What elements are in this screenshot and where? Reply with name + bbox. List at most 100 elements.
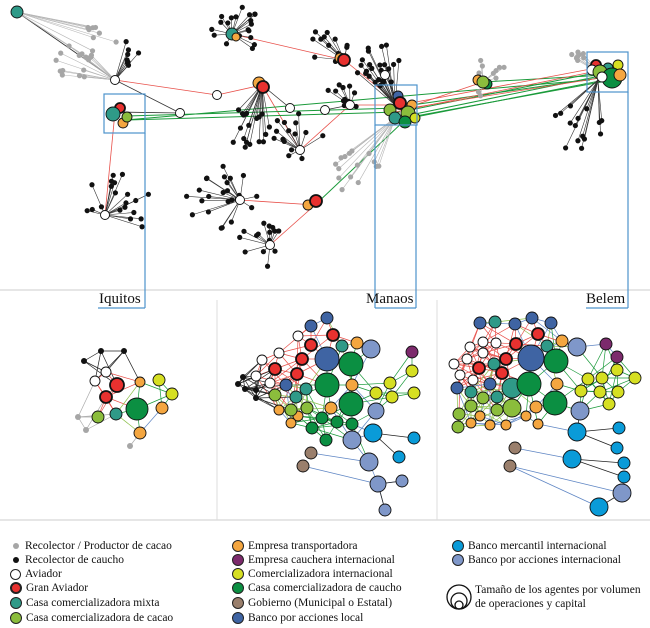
node-recolector-cacao [477,93,484,99]
node-recolector-cacao [90,35,96,41]
node-recolector-caucho [228,219,234,225]
node-recolector-caucho [354,70,361,76]
node-casa-mixta [335,339,349,353]
edge-fan [565,79,599,149]
node-casa-cacao [268,388,282,402]
node-gran-aviador [304,338,318,352]
node-empresa-transportadora [500,419,512,431]
node-recolector-caucho [218,19,224,25]
node-comercializadora [385,390,399,404]
node-banco-internacional [395,474,409,488]
edge [314,119,406,206]
lightblue-circle-icon [452,554,464,566]
node-comercializadora [405,364,419,378]
node-recolector-caucho [386,66,392,72]
node-recolector-caucho [98,348,104,354]
edge-bank [514,447,573,460]
node-recolector-cacao [490,70,496,76]
node-recolector-caucho [567,103,574,109]
node-recolector-caucho [366,73,372,79]
node-banco-internacional [342,430,362,450]
node-recolector-caucho [81,358,87,364]
node-empresa-transportadora [273,404,285,416]
node-comercializadora [369,386,383,400]
node-recolector-cacao [493,75,499,81]
node-recolector-caucho [575,138,581,144]
node-banco-local [544,316,558,330]
edge-fan [338,117,396,179]
node-recolector-caucho [340,84,346,91]
node-casa-mixta [289,390,303,404]
node-recolector-caucho [572,122,578,129]
node-gobierno [508,441,522,455]
node-recolector-caucho [325,87,331,93]
edge [124,79,591,121]
node-recolector-caucho [256,114,262,120]
lightgreen-circle-icon [10,612,22,624]
node-recolector-caucho [206,193,212,200]
edge-fan [62,70,116,81]
node-banco-mercantil [589,497,609,517]
node-aviador [175,108,185,118]
panel-dividers [0,289,650,521]
teal-circle-icon [10,597,22,609]
black-dot-icon [13,557,19,563]
node-casa-caucho [319,433,333,447]
node-banco-mercantil [392,450,406,464]
node-recolector-cacao [86,27,92,33]
edge-fan [246,84,263,143]
node-casa-mixta [109,407,123,421]
node-recolector-caucho [230,139,236,145]
node-recolector-caucho [125,62,132,68]
node-recolector-caucho [288,147,295,153]
node-aviador [320,105,330,115]
node-recolector-caucho [127,216,134,222]
node-recolector-caucho [266,124,272,130]
node-comercializadora [602,397,616,411]
edge-fan [221,199,241,229]
node-recolector-cacao [113,39,119,45]
node-recolector-caucho [292,131,298,137]
node-casa-caucho [315,411,329,425]
gray-dot-icon [13,543,19,549]
node-recolector-caucho [242,249,248,255]
size-scale-label: Tamaño de los agentes por volumen de ope… [475,583,641,611]
node-comercializadora [593,385,607,399]
edge-belem [587,343,607,380]
node-empresa-transportadora [133,426,147,440]
node-recolector-cacao [81,74,87,80]
node-banco-mercantil [363,423,383,443]
blue-circle-icon [232,612,244,624]
node-recolector-cacao [58,50,64,56]
node-aviador [256,354,268,366]
edge-fan [104,194,128,216]
node-aviador [477,336,489,348]
node-recolector-cacao [66,43,72,49]
node-banco-internacional [567,337,587,357]
node-empresa-transportadora [520,410,532,422]
legend-label: Casa comercializadora de cacao [26,612,174,624]
node-recolector-caucho [299,155,305,162]
node-recolector-caucho [312,29,319,35]
edge-fan [357,117,396,166]
edge-manaos [244,388,280,411]
legend-item-empresa-transportadora: Empresa transportadora [232,540,358,552]
node-banco-local [483,377,497,391]
legend-item-banco-local: Banco por acciones local [232,612,363,624]
edge-belem [453,341,484,365]
edge-fan [68,45,116,81]
node-casa-caucho [345,417,359,431]
node-recolector-caucho [252,11,258,17]
node-gran-aviador [337,53,351,67]
node-recolector-caucho [110,172,116,178]
node-comercializadora [628,371,642,385]
node-recolector-cacao [81,67,87,73]
node-comercializadora [409,112,421,124]
node-gran-aviador [495,366,509,380]
edge-belem [470,405,507,426]
node-casa-caucho [314,372,340,398]
node-recolector-cacao [496,64,503,70]
node-recolector-cacao [76,73,83,79]
node-recolector-caucho [347,83,353,89]
